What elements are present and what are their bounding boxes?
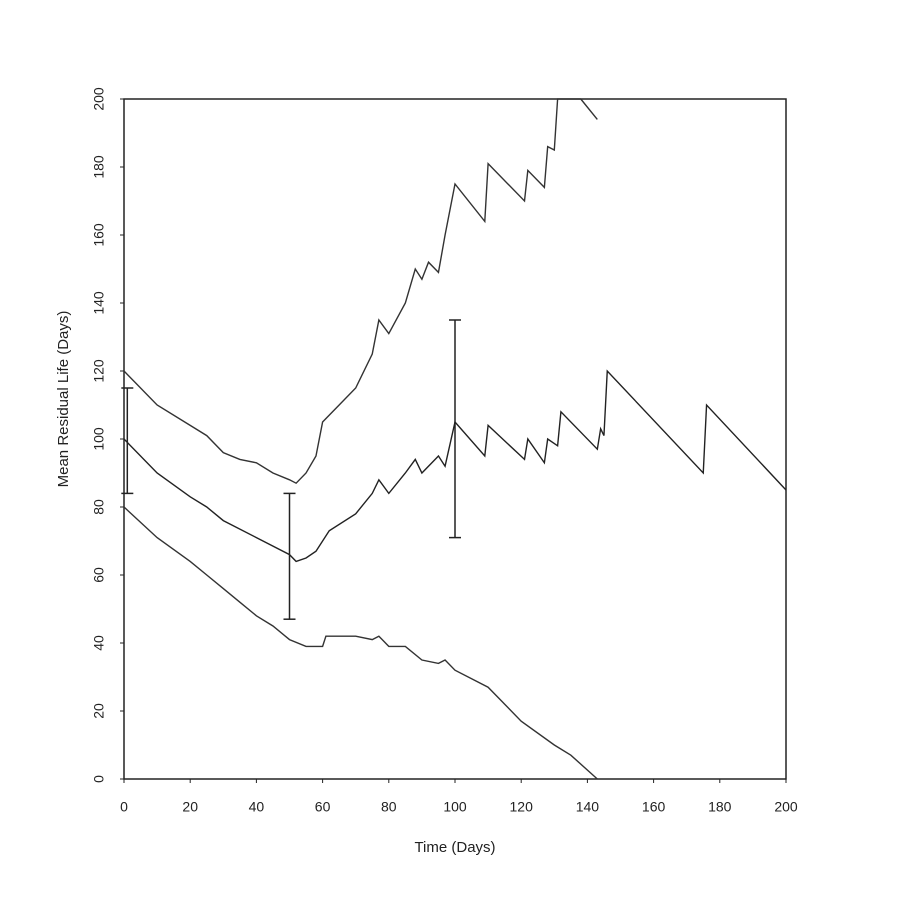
x-tick-label: 120 — [510, 799, 534, 815]
x-tick-label: 100 — [443, 799, 467, 815]
series-line — [123, 506, 598, 780]
x-tick-label: 200 — [774, 799, 798, 815]
y-tick-label: 120 — [91, 359, 107, 383]
y-tick-label: 0 — [91, 775, 107, 783]
y-tick-label: 160 — [91, 223, 107, 247]
y-tick-label: 100 — [91, 427, 107, 451]
x-tick-label: 0 — [120, 799, 128, 815]
y-tick-label: 40 — [91, 635, 107, 651]
y-tick-label: 60 — [91, 567, 107, 583]
x-tick-label: 80 — [381, 799, 397, 815]
x-tick-label: 140 — [576, 799, 600, 815]
error-bar — [283, 492, 296, 620]
error-bar — [449, 319, 461, 539]
y-tick-label: 80 — [91, 499, 107, 515]
error-bar — [121, 387, 134, 495]
y-tick-label: 180 — [91, 155, 107, 179]
x-tick-label: 20 — [182, 799, 198, 815]
series-line — [123, 98, 598, 485]
x-axis-title: Time (Days) — [414, 839, 495, 856]
y-tick-label: 140 — [91, 291, 107, 315]
y-axis-title: Mean Residual Life (Days) — [55, 311, 72, 488]
y-tick-label: 200 — [91, 87, 107, 111]
y-tick-label: 20 — [91, 703, 107, 719]
x-tick-label: 40 — [249, 799, 265, 815]
x-tick-label: 60 — [315, 799, 331, 815]
x-tick-label: 160 — [642, 799, 666, 815]
x-tick-label: 180 — [708, 799, 732, 815]
